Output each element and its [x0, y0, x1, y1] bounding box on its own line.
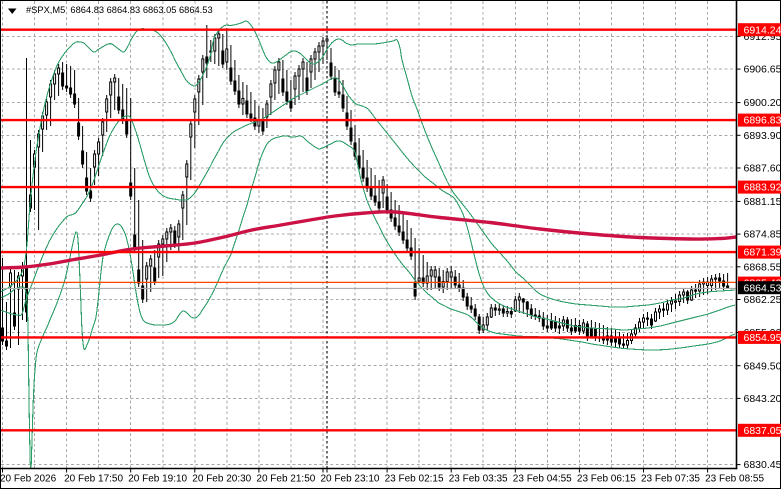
svg-text:20 Feb 17:50: 20 Feb 17:50 [64, 474, 123, 485]
svg-text:20 Feb 2026: 20 Feb 2026 [0, 474, 57, 485]
svg-text:6883.92: 6883.92 [744, 182, 781, 194]
svg-text:6874.85: 6874.85 [744, 229, 781, 241]
svg-text:23 Feb 04:55: 23 Feb 04:55 [513, 474, 572, 485]
svg-text:6881.15: 6881.15 [744, 196, 781, 208]
svg-text:6843.20: 6843.20 [744, 393, 781, 405]
svg-text:6849.50: 6849.50 [744, 360, 781, 372]
svg-text:20 Feb 20:30: 20 Feb 20:30 [192, 474, 251, 485]
svg-text:#SPX,M5 6864.83 6864.83 6863.: #SPX,M5 6864.83 6864.83 6863.05 6864.53 [26, 5, 213, 15]
svg-text:23 Feb 08:55: 23 Feb 08:55 [705, 474, 764, 485]
svg-text:6900.20: 6900.20 [744, 97, 781, 109]
svg-text:6868.55: 6868.55 [744, 261, 781, 273]
svg-text:23 Feb 06:15: 23 Feb 06:15 [577, 474, 636, 485]
svg-text:6906.65: 6906.65 [744, 64, 781, 76]
svg-text:6887.60: 6887.60 [744, 163, 781, 175]
svg-text:20 Feb 19:10: 20 Feb 19:10 [128, 474, 187, 485]
svg-text:20 Feb 21:50: 20 Feb 21:50 [256, 474, 315, 485]
svg-text:20 Feb 23:10: 20 Feb 23:10 [321, 474, 380, 485]
svg-text:23 Feb 02:15: 23 Feb 02:15 [385, 474, 444, 485]
svg-text:6864.53: 6864.53 [744, 282, 781, 294]
svg-text:23 Feb 07:35: 23 Feb 07:35 [641, 474, 700, 485]
svg-text:6830.45: 6830.45 [744, 459, 781, 471]
svg-text:6896.83: 6896.83 [744, 115, 781, 127]
svg-text:23 Feb 03:35: 23 Feb 03:35 [449, 474, 508, 485]
svg-text:6871.39: 6871.39 [744, 247, 781, 259]
svg-text:6914.24: 6914.24 [744, 24, 781, 36]
svg-text:6837.05: 6837.05 [744, 425, 781, 437]
svg-text:6854.95: 6854.95 [744, 332, 781, 344]
svg-text:6862.25: 6862.25 [744, 294, 781, 306]
svg-text:6893.90: 6893.90 [744, 130, 781, 142]
